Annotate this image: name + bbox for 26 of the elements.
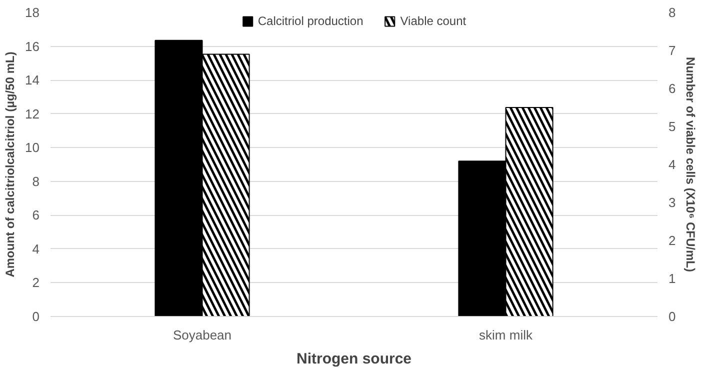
y-tick-label: 14 bbox=[25, 72, 40, 88]
y-tick-label: 2 bbox=[32, 275, 40, 290]
x-tick-label: skim milk bbox=[479, 328, 533, 342]
y2-tick-label: 4 bbox=[668, 157, 676, 172]
y-tick-label: 6 bbox=[32, 208, 40, 223]
legend-label: Calcitriol production bbox=[258, 14, 364, 28]
y-tick-label: 12 bbox=[25, 106, 40, 122]
y-tick-label: 0 bbox=[32, 309, 40, 324]
y2-tick-label: 8 bbox=[668, 5, 676, 20]
y2-tick-label: 6 bbox=[668, 81, 676, 96]
y-tick-label: 18 bbox=[25, 5, 40, 20]
y2-tick-label: 0 bbox=[668, 309, 676, 324]
y-tick-label: 10 bbox=[25, 140, 40, 156]
y2-tick-label: 2 bbox=[668, 233, 676, 248]
legend-label: Viable count bbox=[400, 14, 466, 28]
y-axis-title: Amount of calcitriolcalcitriol (µg/50 mL) bbox=[3, 52, 18, 278]
x-axis-title: Nitrogen source bbox=[296, 350, 412, 368]
y-tick-label: 16 bbox=[25, 38, 40, 54]
y-tick-label: 4 bbox=[32, 241, 40, 256]
y2-tick-label: 1 bbox=[668, 271, 676, 286]
y2-tick-label: 7 bbox=[668, 43, 676, 58]
y-tick-label: 8 bbox=[32, 174, 40, 189]
y2-tick-label: 3 bbox=[668, 195, 676, 210]
x-tick-label: Soyabean bbox=[172, 328, 232, 342]
y2-tick-label: 5 bbox=[668, 119, 676, 134]
y2-axis-title: Number of viable cells (X10⁶ CFU/mL) bbox=[684, 57, 698, 272]
